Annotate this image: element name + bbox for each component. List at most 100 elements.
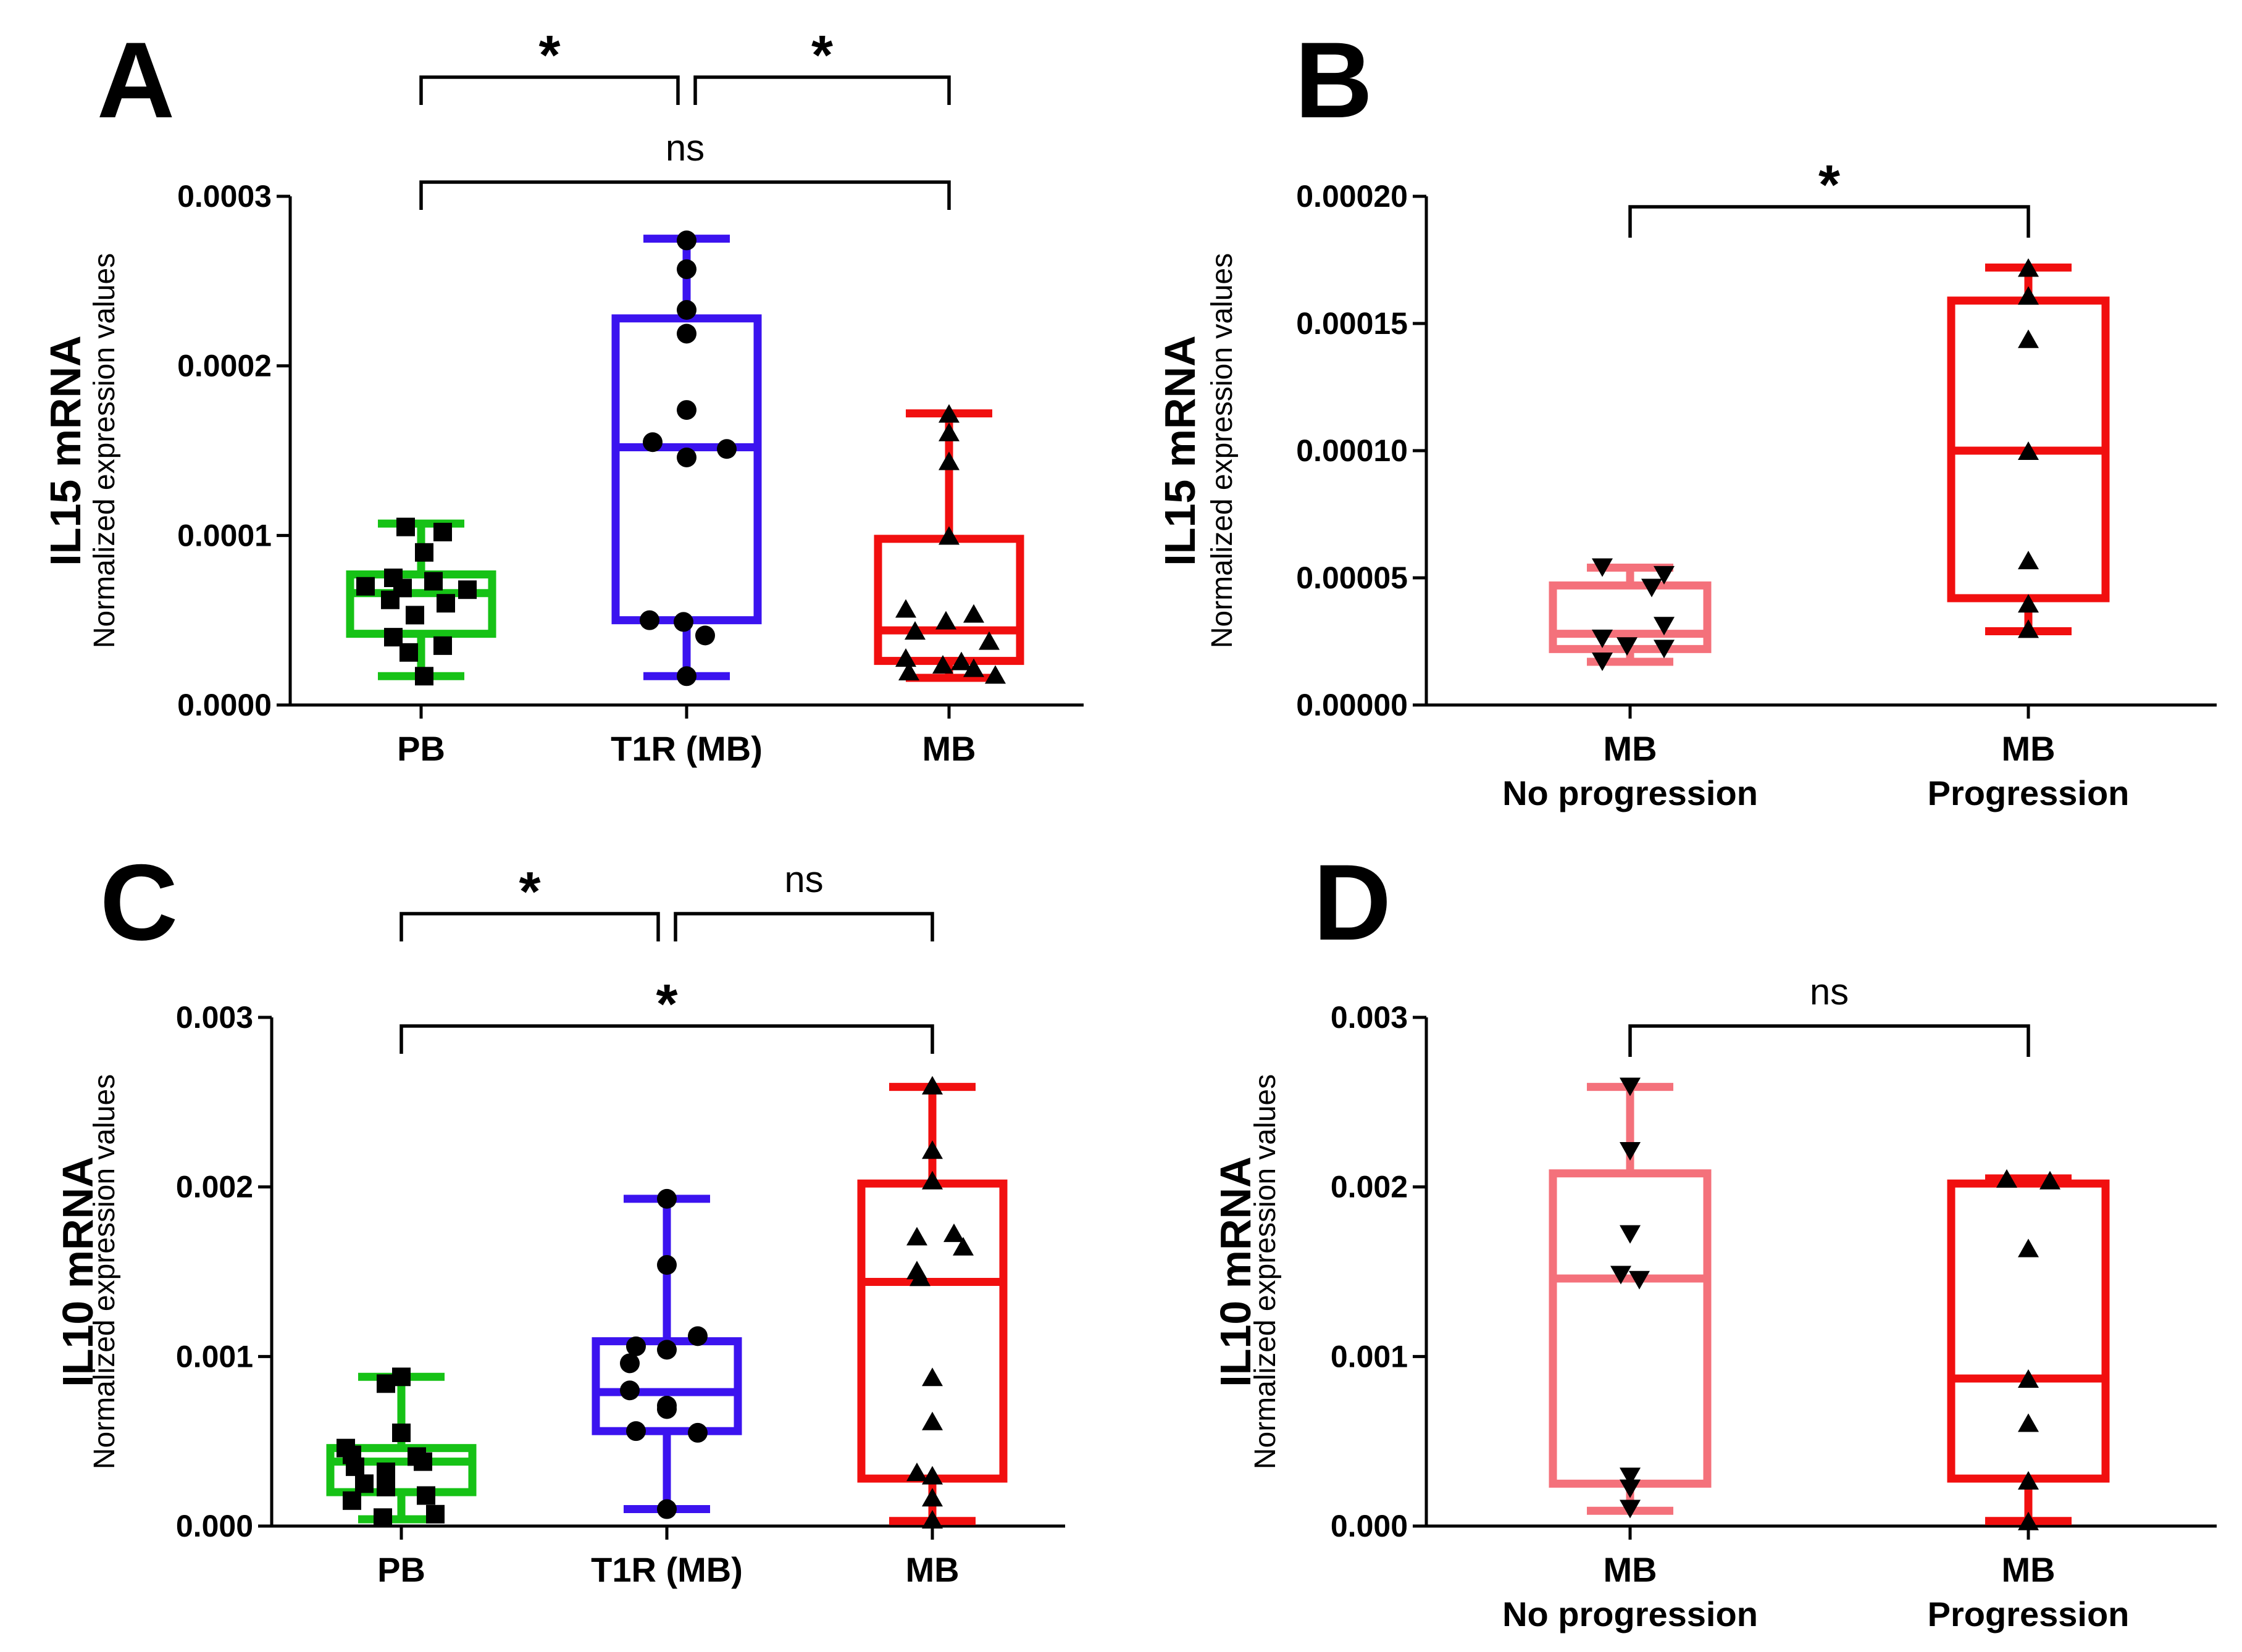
y-tick-label: 0.0001: [177, 518, 272, 553]
data-point: [922, 1170, 943, 1190]
data-point: [626, 1336, 646, 1356]
significance-label: ns: [666, 127, 705, 169]
iqr-box: [857, 1179, 1008, 1483]
y-tick-label: 0.00000: [1296, 688, 1408, 722]
data-point: [1654, 617, 1675, 636]
data-point: [626, 1421, 646, 1441]
data-point: [922, 1367, 943, 1387]
x-category-label: MB: [905, 1550, 959, 1589]
iqr-box: [346, 570, 496, 638]
data-point: [657, 1255, 677, 1275]
data-point: [953, 1237, 974, 1256]
data-point: [979, 631, 1000, 650]
panel-letter: B: [1295, 20, 1373, 141]
data-point: [985, 665, 1006, 684]
box-group: MB: [874, 404, 1024, 768]
data-point: [922, 1140, 943, 1159]
y-tick-label: 0.0003: [177, 179, 272, 214]
data-point: [406, 606, 424, 625]
y-axis-subtitle: Normalized expression values: [1206, 253, 1239, 648]
data-point: [2018, 619, 2039, 638]
data-point: [381, 590, 399, 609]
significance-bracket: ns: [1628, 971, 2030, 1057]
x-category-label: No progression: [1502, 1595, 1758, 1633]
y-axis-title: IL10 mRNA: [54, 1156, 102, 1387]
data-point: [922, 1510, 943, 1529]
data-point: [677, 400, 696, 420]
y-tick-label: 0.0000: [177, 688, 272, 722]
bracket-line: [419, 75, 680, 105]
y-tick-label: 0.002: [176, 1170, 253, 1204]
y-tick-label: 0.00015: [1296, 306, 1408, 341]
y-tick-label: 0.001: [176, 1339, 253, 1374]
panel-d: D 0.000 0.001 0.002 0.003 IL10 mRNANormalized…: [1211, 843, 2217, 1633]
iqr-box: [326, 1444, 477, 1496]
data-point: [1592, 558, 1613, 577]
data-point: [2018, 329, 2039, 348]
data-point: [1641, 578, 1662, 598]
data-point: [922, 1411, 943, 1430]
x-category-label: Progression: [1928, 774, 2130, 812]
data-point: [377, 1374, 395, 1393]
box-group: MB: [857, 1075, 1008, 1589]
data-point: [343, 1491, 361, 1510]
iqr-box: [1947, 1179, 2110, 1483]
data-point: [392, 1423, 411, 1442]
y-tick-label: 0.00010: [1296, 433, 1408, 468]
x-category-label: MB: [1603, 1550, 1657, 1589]
significance-bracket: *: [1628, 154, 2030, 238]
y-tick-label: 0.003: [176, 1000, 253, 1035]
data-point: [657, 1499, 677, 1519]
x-category-label: MB: [1603, 729, 1657, 768]
box-group: T1R (MB): [591, 1188, 743, 1589]
data-point: [963, 604, 984, 623]
y-tick-label: 0.00005: [1296, 561, 1408, 595]
data-point: [355, 1474, 374, 1493]
significance-bracket: *: [693, 25, 951, 105]
data-point: [2018, 551, 2039, 570]
data-point: [2018, 286, 2039, 305]
data-point: [399, 643, 418, 662]
x-category-label: MB: [2001, 1550, 2055, 1589]
data-point: [433, 522, 452, 541]
panel-letter: C: [100, 843, 178, 963]
bracket-line: [399, 1024, 934, 1054]
data-point: [346, 1457, 364, 1476]
panel-letter: A: [97, 20, 175, 141]
y-tick-label: 0.001: [1331, 1339, 1408, 1374]
data-point: [417, 1486, 435, 1505]
data-point: [906, 1462, 927, 1482]
data-point: [1620, 1479, 1641, 1498]
significance-label: *: [656, 974, 677, 1035]
data-point: [1617, 637, 1638, 656]
data-point: [1620, 1077, 1641, 1096]
y-axis-subtitle: Normalized expression values: [1249, 1074, 1282, 1469]
box-group: MB No progression: [1502, 558, 1758, 812]
bracket-line: [419, 180, 951, 210]
y-tick-label: 0.003: [1331, 1000, 1408, 1035]
data-point: [2018, 258, 2039, 277]
box-group: MB Progression: [1928, 258, 2130, 812]
bracket-line: [1628, 205, 2030, 238]
data-point: [415, 543, 433, 562]
data-point: [640, 610, 659, 630]
data-point: [657, 1188, 677, 1209]
y-axis-title: IL15 mRNA: [1156, 335, 1204, 565]
data-point: [1620, 1467, 1641, 1487]
data-point: [2018, 1471, 2039, 1490]
significance-label: *: [538, 25, 560, 86]
box-group: MB Progression: [1928, 1169, 2129, 1633]
significance-bracket: ns: [419, 127, 951, 210]
data-point: [424, 572, 443, 591]
data-point: [688, 1422, 708, 1443]
data-point: [935, 611, 956, 630]
data-point: [922, 1075, 943, 1095]
significance-label: *: [811, 25, 833, 86]
data-point: [1620, 1500, 1641, 1519]
y-axis-title: IL15 mRNA: [41, 335, 90, 565]
data-point: [2018, 1238, 2039, 1258]
data-point: [677, 300, 696, 320]
panel-letter: D: [1313, 843, 1391, 963]
data-point: [922, 1466, 943, 1485]
data-point: [1654, 640, 1675, 659]
